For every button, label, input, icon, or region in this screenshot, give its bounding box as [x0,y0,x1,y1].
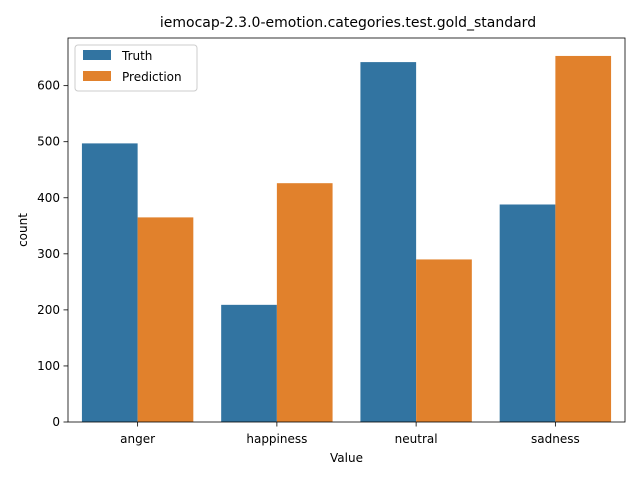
bar-prediction-anger [137,217,194,422]
bars-layer [81,55,612,423]
y-tick-label: 100 [37,359,60,373]
legend-swatch-truth [83,50,111,60]
x-tick-label-anger: anger [120,432,155,446]
y-tick-label: 0 [52,415,60,429]
y-tick-label: 600 [37,79,60,93]
x-tick-label-happiness: happiness [246,432,307,446]
bar-truth-sadness [499,204,556,422]
plot-frame [67,37,626,423]
x-tick-label-neutral: neutral [395,432,438,446]
legend-label-prediction: Prediction [122,70,182,84]
y-tick-label: 300 [37,247,60,261]
chart-title: iemocap-2.3.0-emotion.categories.test.go… [160,15,536,31]
bar-truth-neutral [360,62,417,423]
legend-swatch-prediction [83,71,111,81]
legend: Truth Prediction [74,44,198,92]
bar-truth-happiness [221,304,277,422]
x-tick-label-sadness: sadness [531,432,580,446]
x-axis-ticks: anger happiness neutral sadness [120,422,580,446]
bar-prediction-neutral [416,259,472,422]
x-axis-label: Value [330,451,363,465]
y-axis-ticks: 0 100 200 300 400 500 600 [37,79,68,429]
bar-prediction-happiness [276,183,333,422]
legend-label-truth: Truth [121,49,152,63]
y-tick-label: 400 [37,191,60,205]
bar-prediction-sadness [555,55,612,422]
y-axis-label: count [16,213,30,247]
y-tick-label: 500 [37,135,60,149]
y-tick-label: 200 [37,303,60,317]
bar-truth-anger [81,143,138,423]
